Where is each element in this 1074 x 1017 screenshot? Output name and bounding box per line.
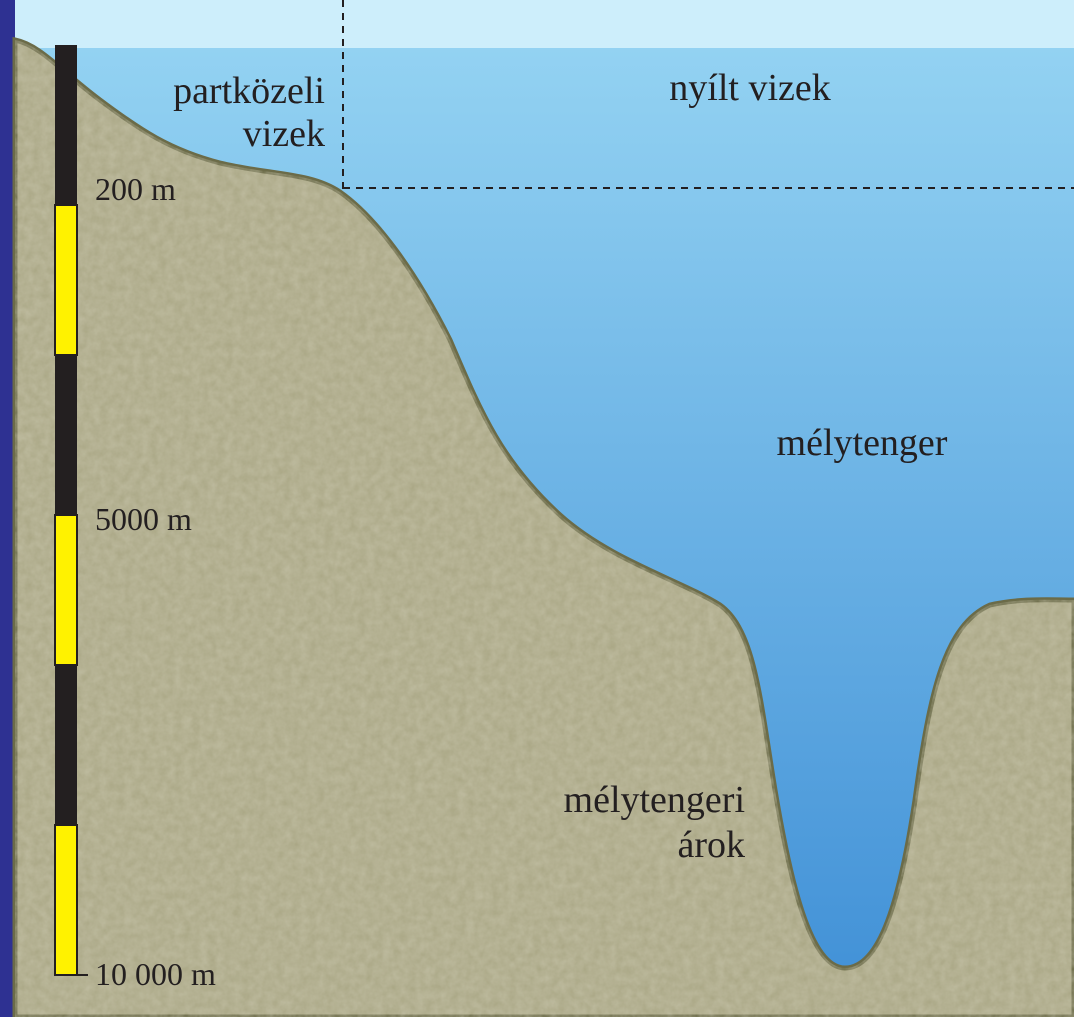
ocean-zones-diagram: partközeli vizek nyílt vizek mélytenger … [0,0,1074,1017]
zone-label: nyílt vizek [669,67,830,109]
zone-label: árok [677,824,745,866]
scale-segment [55,205,77,355]
scale-segment [55,825,77,975]
depth-label: 200 m [95,171,176,207]
scale-segment [55,515,77,665]
zone-label: mélytenger [777,422,948,464]
scale-segment [55,355,77,515]
scale-segment [55,45,77,205]
sky [15,0,1074,48]
depth-label: 10 000 m [95,956,216,992]
scale-segment [55,665,77,825]
zone-label: vizek [243,113,325,155]
zone-label: mélytengeri [564,779,745,821]
zone-label: partközeli [173,70,325,112]
depth-label: 5000 m [95,501,192,537]
